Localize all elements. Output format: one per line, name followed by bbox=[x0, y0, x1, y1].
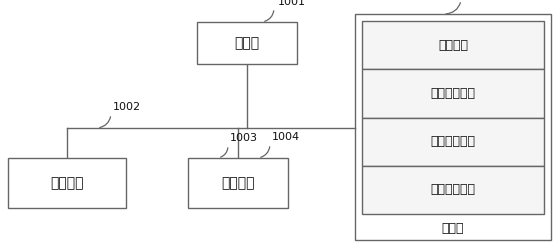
Text: 网络通信模块: 网络通信模块 bbox=[430, 87, 476, 100]
Text: 处理器: 处理器 bbox=[234, 36, 259, 50]
Bar bbox=[8, 158, 126, 208]
Bar bbox=[362, 166, 544, 214]
Bar bbox=[188, 158, 288, 208]
Text: 存储器: 存储器 bbox=[442, 222, 465, 234]
Text: 1003: 1003 bbox=[230, 133, 258, 143]
Bar bbox=[197, 22, 297, 64]
Text: 1001: 1001 bbox=[278, 0, 306, 7]
Text: 操作系统: 操作系统 bbox=[438, 38, 468, 52]
Text: 1002: 1002 bbox=[113, 102, 141, 112]
Text: 结温估算程序: 结温估算程序 bbox=[430, 184, 476, 196]
Text: 1004: 1004 bbox=[272, 132, 300, 142]
Bar bbox=[362, 69, 544, 117]
Bar bbox=[362, 21, 544, 69]
Text: 用户接口模块: 用户接口模块 bbox=[430, 135, 476, 148]
Bar bbox=[362, 118, 544, 166]
Bar bbox=[355, 14, 551, 240]
Text: 网络接口: 网络接口 bbox=[221, 176, 255, 190]
Text: 用户接口: 用户接口 bbox=[50, 176, 84, 190]
